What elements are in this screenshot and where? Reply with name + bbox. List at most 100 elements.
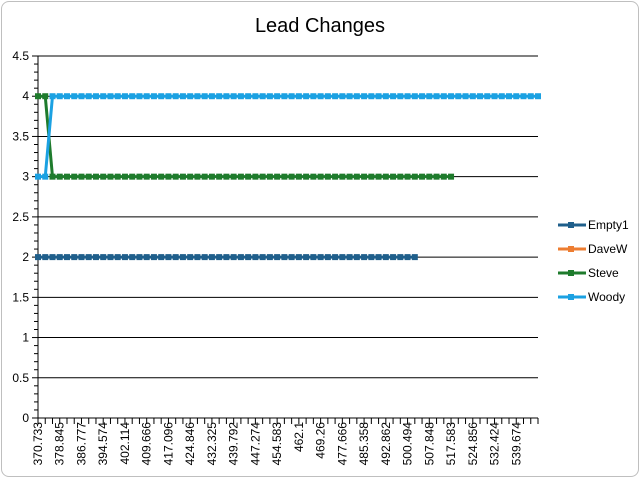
x-tick-label: 447.274 <box>248 422 262 466</box>
legend-marker <box>568 246 574 252</box>
data-point <box>397 254 404 261</box>
legend: Empty1 DaveW Steve Woody <box>558 218 629 304</box>
data-point <box>252 254 259 261</box>
data-point <box>469 93 476 100</box>
data-point <box>78 254 85 261</box>
data-point <box>317 254 324 261</box>
data-point <box>187 173 194 180</box>
data-point <box>150 254 157 261</box>
data-point <box>150 93 157 100</box>
data-point <box>165 254 172 261</box>
data-point <box>266 254 273 261</box>
y-tick-label: 3 <box>22 170 29 184</box>
data-point <box>223 93 230 100</box>
data-point <box>223 254 230 261</box>
x-tick-label: 454.583 <box>270 422 284 466</box>
data-point <box>49 93 56 100</box>
data-point <box>440 173 447 180</box>
data-point <box>433 173 440 180</box>
data-point <box>129 93 136 100</box>
data-point <box>339 173 346 180</box>
y-tick-label: 4.5 <box>12 49 29 63</box>
data-point <box>390 93 397 100</box>
legend-marker <box>568 222 574 228</box>
x-tick-label: 462.1 <box>292 422 306 452</box>
data-point <box>114 93 121 100</box>
data-point <box>303 93 310 100</box>
y-tick-label: 4 <box>22 89 29 103</box>
data-point <box>216 173 223 180</box>
x-tick-label: 469.26 <box>314 422 328 459</box>
data-point <box>477 93 484 100</box>
data-point <box>324 254 331 261</box>
data-point <box>85 93 92 100</box>
data-point <box>237 254 244 261</box>
data-point <box>288 173 295 180</box>
data-point <box>143 173 150 180</box>
data-point <box>63 173 70 180</box>
data-point <box>281 254 288 261</box>
data-point <box>382 173 389 180</box>
data-point <box>143 93 150 100</box>
data-point <box>92 254 99 261</box>
data-point <box>382 254 389 261</box>
x-tick-label: 370.733 <box>31 422 45 466</box>
data-point <box>281 93 288 100</box>
data-point <box>71 93 78 100</box>
data-point <box>266 93 273 100</box>
x-tick-label: 378.845 <box>53 422 67 466</box>
data-point <box>346 173 353 180</box>
data-point <box>317 173 324 180</box>
data-point <box>78 93 85 100</box>
data-point <box>455 93 462 100</box>
x-tick-label: 424.846 <box>183 422 197 466</box>
data-point <box>78 173 85 180</box>
x-tick-label: 439.792 <box>227 422 241 466</box>
data-point <box>288 254 295 261</box>
data-point <box>535 93 541 100</box>
data-point <box>56 173 63 180</box>
data-point <box>339 93 346 100</box>
data-point <box>274 173 281 180</box>
y-tick-label: 3.5 <box>12 129 29 143</box>
data-point <box>404 173 411 180</box>
data-point <box>201 93 208 100</box>
data-point <box>426 173 433 180</box>
data-point <box>245 254 252 261</box>
data-point <box>404 254 411 261</box>
data-point <box>107 173 114 180</box>
data-point <box>397 173 404 180</box>
data-point <box>346 93 353 100</box>
y-tick-label: 0.5 <box>12 371 29 385</box>
series-line-woody <box>38 94 538 179</box>
data-point <box>223 173 230 180</box>
data-point <box>274 254 281 261</box>
series-layer <box>35 93 541 261</box>
x-tick-label: 477.666 <box>335 422 349 466</box>
data-point <box>100 173 107 180</box>
data-point <box>411 173 418 180</box>
chart-title: Lead Changes <box>255 15 385 37</box>
data-point <box>71 173 78 180</box>
data-point <box>368 173 375 180</box>
data-point <box>165 173 172 180</box>
data-point <box>353 254 360 261</box>
data-point <box>520 93 527 100</box>
legend-label: DaveW <box>588 242 628 256</box>
y-tick-label: 1 <box>22 331 29 345</box>
data-point <box>165 93 172 100</box>
x-tick-label: 532.424 <box>488 422 502 466</box>
x-tick-label: 517.583 <box>444 422 458 466</box>
data-point <box>121 93 128 100</box>
x-tick-label: 432.325 <box>205 422 219 466</box>
y-tick-label: 2 <box>22 250 29 264</box>
data-point <box>107 254 114 261</box>
data-point <box>411 93 418 100</box>
data-point <box>310 93 317 100</box>
y-tick-label: 2.5 <box>12 210 29 224</box>
data-point <box>332 93 339 100</box>
data-point <box>85 254 92 261</box>
data-point <box>194 93 201 100</box>
data-point <box>259 93 266 100</box>
